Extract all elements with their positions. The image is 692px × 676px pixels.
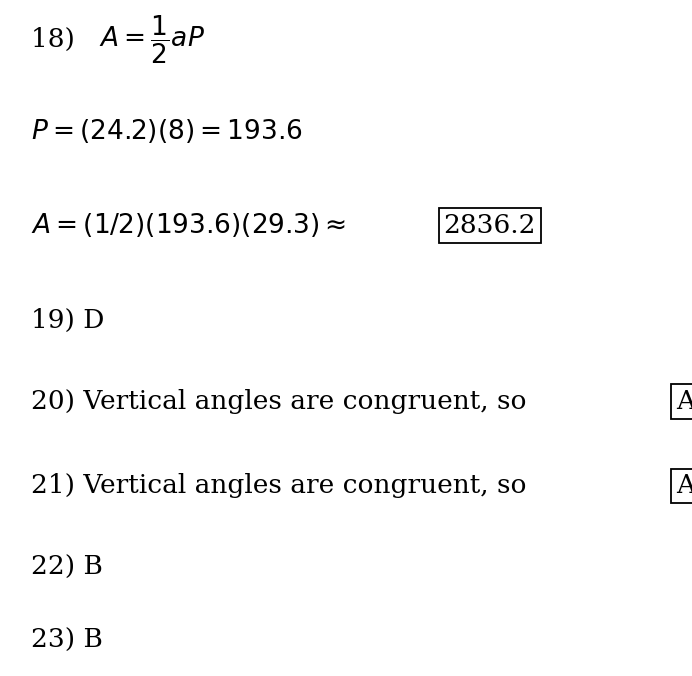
Text: $A = (1/2)(193.6)(29.3) \approx$: $A = (1/2)(193.6)(29.3) \approx$	[31, 211, 346, 239]
Text: 18): 18)	[31, 27, 84, 52]
Text: 2836.2: 2836.2	[444, 213, 536, 238]
Text: AAS: AAS	[676, 473, 692, 498]
Text: 21) Vertical angles are congruent, so: 21) Vertical angles are congruent, so	[31, 473, 527, 498]
Text: 23) B: 23) B	[31, 627, 103, 652]
Text: 19) D: 19) D	[31, 308, 104, 333]
Text: $P = (24.2)(8) = 193.6$: $P = (24.2)(8) = 193.6$	[31, 116, 303, 145]
Text: 20) Vertical angles are congruent, so: 20) Vertical angles are congruent, so	[31, 389, 527, 414]
Text: 22) B: 22) B	[31, 554, 103, 579]
Text: $A = \dfrac{1}{2}aP$: $A = \dfrac{1}{2}aP$	[98, 14, 204, 66]
Text: ASA: ASA	[676, 389, 692, 414]
